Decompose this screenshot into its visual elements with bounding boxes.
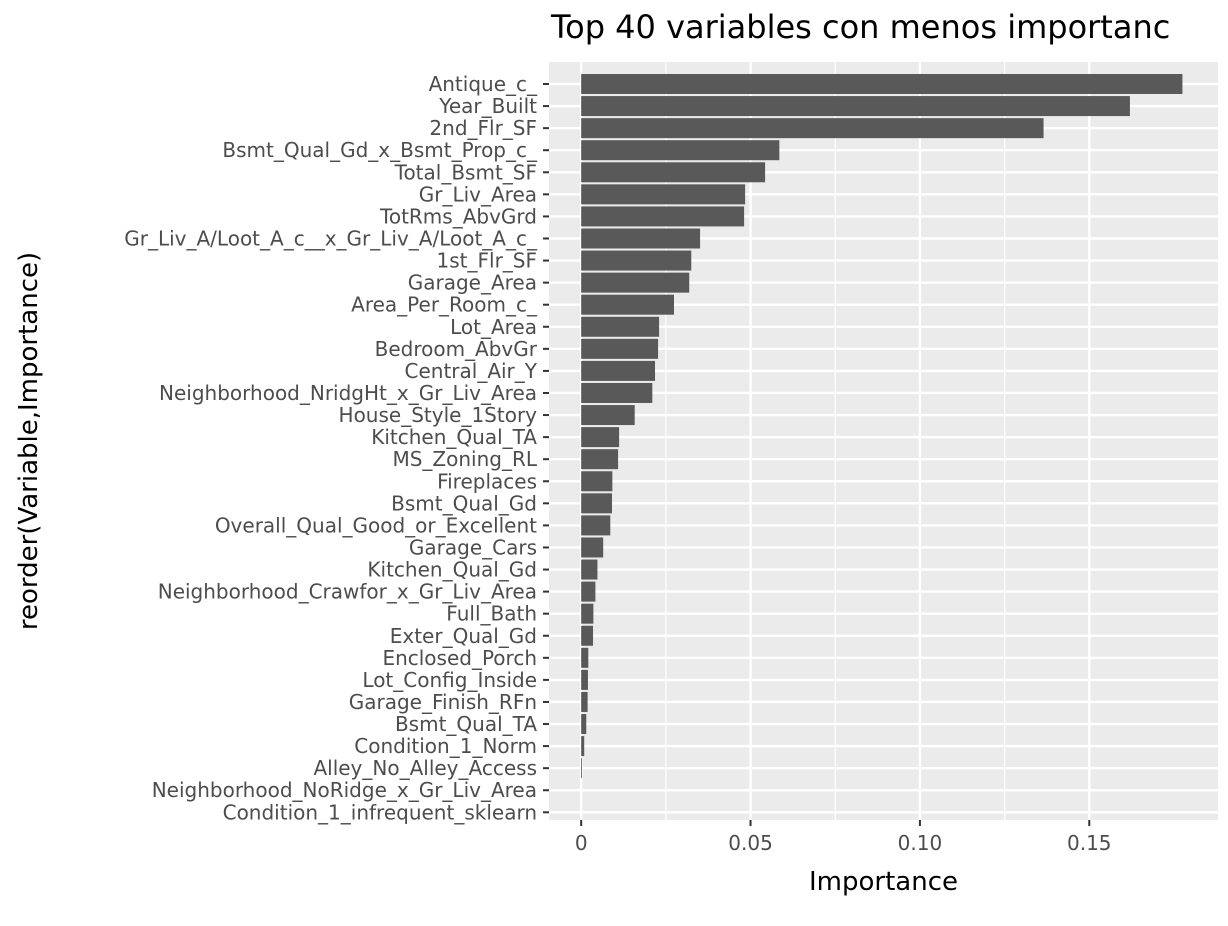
y-tick-label: Total_Bsmt_SF — [394, 160, 537, 184]
bar-Gr_Liv_A/Loot_A_c__x_Gr_Liv_A/Loot_A_c_ — [581, 228, 701, 249]
y-tick-label: Area_Per_Room_c_ — [351, 293, 538, 317]
bar-Lot_Config_Inside — [581, 669, 588, 690]
y-tick-label: Neighborhood_NoRidge_x_Gr_Liv_Area — [152, 778, 537, 802]
y-tick-label: Gr_Liv_Area — [419, 182, 537, 206]
bar-Total_Bsmt_SF — [581, 162, 766, 183]
bar-Enclosed_Porch — [581, 647, 589, 668]
y-tick-label: Condition_1_infrequent_sklearn — [223, 800, 537, 824]
y-tick-label: Garage_Area — [408, 271, 537, 295]
y-tick-label: Gr_Liv_A/Loot_A_c__x_Gr_Liv_A/Loot_A_c_ — [124, 226, 538, 250]
y-tick-label: TotRms_AbvGrd — [379, 204, 537, 228]
y-tick-label: Bedroom_AbvGr — [375, 337, 538, 361]
bar-Central_Air_Y — [581, 360, 656, 381]
y-axis-title: reorder(Variable,Importance) — [14, 252, 44, 630]
y-tick-label: Garage_Finish_RFn — [349, 690, 537, 714]
x-axis-title: Importance — [809, 867, 958, 897]
bar-House_Style_1Story — [581, 405, 635, 426]
bar-Gr_Liv_Area — [581, 184, 746, 205]
bar-1st_Flr_SF — [581, 250, 692, 271]
bar-Overall_Qual_Good_or_Excellent — [581, 515, 611, 536]
bar-Bsmt_Qual_Gd_x_Bsmt_Prop_c_ — [581, 140, 780, 161]
y-tick-label: 2nd_Flr_SF — [429, 116, 537, 140]
y-tick-label: Condition_1_Norm — [354, 734, 537, 758]
y-tick-label: Enclosed_Porch — [382, 646, 537, 670]
y-tick-label: Central_Air_Y — [405, 359, 538, 383]
y-tick-label: Bsmt_Qual_Gd — [391, 491, 537, 515]
y-tick-label: House_Style_1Story — [339, 403, 538, 427]
bar-Bsmt_Qual_Gd — [581, 493, 613, 514]
x-tick-label: 0.05 — [728, 831, 773, 855]
y-tick-label: 1st_Flr_SF — [437, 249, 537, 273]
bar-Garage_Finish_RFn — [581, 691, 588, 712]
y-tick-label: Year_Built — [438, 94, 537, 118]
bar-Fireplaces — [581, 471, 613, 492]
y-tick-label: Alley_No_Alley_Access — [313, 756, 537, 780]
y-axis-ticks: Antique_c_Year_Built2nd_Flr_SFBsmt_Qual_… — [124, 72, 549, 824]
y-tick-label: Bsmt_Qual_Gd_x_Bsmt_Prop_c_ — [222, 138, 538, 162]
bar-TotRms_AbvGrd — [581, 206, 745, 227]
y-tick-label: Full_Bath — [446, 602, 537, 626]
bar-Alley_No_Alley_Access — [581, 758, 582, 779]
bar-Bsmt_Qual_TA — [581, 714, 587, 735]
bar-Exter_Qual_Gd — [581, 625, 594, 646]
bar-Neighborhood_NridgHt_x_Gr_Liv_Area — [581, 382, 653, 403]
bar-2nd_Flr_SF — [581, 118, 1044, 139]
bar-Kitchen_Qual_TA — [581, 427, 620, 448]
bar-Full_Bath — [581, 603, 594, 624]
y-tick-label: Garage_Cars — [409, 535, 537, 559]
y-tick-label: Bsmt_Qual_TA — [395, 712, 537, 736]
y-tick-label: Neighborhood_NridgHt_x_Gr_Liv_Area — [159, 381, 537, 405]
bar-Kitchen_Qual_Gd — [581, 559, 598, 580]
y-tick-label: Lot_Area — [450, 315, 537, 339]
bar-Condition_1_Norm — [581, 736, 585, 757]
bar-Antique_c_ — [581, 74, 1183, 94]
y-tick-label: Antique_c_ — [429, 72, 538, 96]
bar-Year_Built — [581, 96, 1130, 117]
x-tick-label: 0.10 — [898, 831, 943, 855]
y-tick-label: Lot_Config_Inside — [362, 668, 537, 692]
chart-title: Top 40 variables con menos importanc — [550, 8, 1170, 46]
bar-Bedroom_AbvGr — [581, 338, 659, 359]
bar-Garage_Cars — [581, 537, 604, 558]
y-tick-label: Overall_Qual_Good_or_Excellent — [215, 513, 537, 537]
bar-Neighborhood_Crawfor_x_Gr_Liv_Area — [581, 581, 596, 602]
bar-Lot_Area — [581, 316, 660, 337]
y-tick-label: Fireplaces — [437, 469, 537, 493]
y-tick-label: Kitchen_Qual_TA — [371, 425, 537, 449]
y-tick-label: Exter_Qual_Gd — [390, 624, 537, 648]
bar-Area_Per_Room_c_ — [581, 294, 674, 315]
x-tick-label: 0.15 — [1067, 831, 1112, 855]
x-axis-ticks: 0 0.05 0.10 0.15 — [575, 820, 1112, 855]
bar-MS_Zoning_RL — [581, 449, 619, 470]
bar-Garage_Area — [581, 272, 690, 293]
y-tick-label: MS_Zoning_RL — [392, 447, 537, 471]
bars — [581, 74, 1183, 779]
y-tick-label: Neighborhood_Crawfor_x_Gr_Liv_Area — [158, 580, 537, 604]
y-tick-label: Kitchen_Qual_Gd — [367, 558, 537, 582]
x-tick-label: 0 — [575, 831, 588, 855]
